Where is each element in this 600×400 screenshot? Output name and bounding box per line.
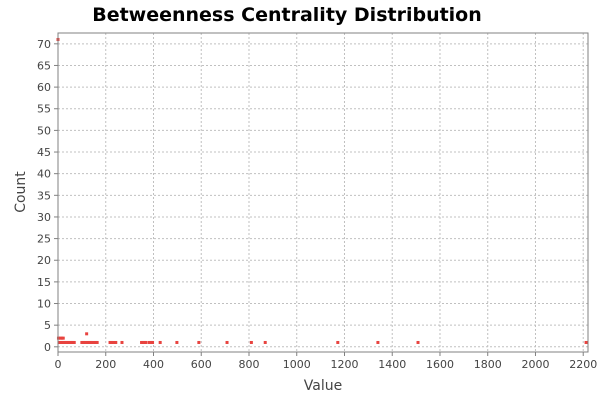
- y-tick-label: 70: [37, 38, 51, 51]
- data-point: [263, 340, 267, 344]
- x-axis-ticks: 0 200 400 600 800 1000 1200 1400 1600 1800 2000 220…: [55, 352, 597, 371]
- data-point: [92, 340, 96, 344]
- y-tick-label: 0: [44, 341, 51, 354]
- data-point: [85, 332, 89, 336]
- data-point: [376, 340, 380, 344]
- y-axis-ticks: 0 5 10 15 20 25 30 35 40 45 50 55 60 65 70: [37, 38, 58, 354]
- y-tick-label: 40: [37, 168, 51, 181]
- y-tick-label: 15: [37, 276, 51, 289]
- chart-title: Betweenness Centrality Distribution: [92, 4, 482, 26]
- data-point: [90, 340, 94, 344]
- y-tick-label: 5: [44, 319, 51, 332]
- x-tick-label: 1000: [283, 358, 311, 371]
- data-point: [147, 340, 151, 344]
- data-point: [109, 340, 113, 344]
- y-tick-label: 45: [37, 146, 51, 159]
- data-point: [175, 340, 179, 344]
- y-tick-label: 10: [37, 298, 51, 311]
- data-point: [120, 340, 124, 344]
- data-point: [95, 340, 99, 344]
- y-tick-label: 25: [37, 233, 51, 246]
- x-axis-label: Value: [304, 378, 342, 394]
- data-point: [249, 340, 253, 344]
- x-tick-label: 1800: [474, 358, 502, 371]
- x-tick-label: 0: [55, 358, 62, 371]
- data-point: [61, 336, 65, 340]
- x-tick-label: 600: [191, 358, 212, 371]
- x-tick-label: 1200: [330, 358, 358, 371]
- x-tick-label: 200: [95, 358, 116, 371]
- x-tick-label: 2200: [569, 358, 597, 371]
- data-point: [336, 340, 340, 344]
- data-point: [114, 340, 118, 344]
- y-axis-label: Count: [13, 171, 29, 213]
- plot-area: [58, 33, 588, 352]
- y-tick-label: 55: [37, 103, 51, 116]
- grid-lines: [57, 33, 588, 352]
- y-tick-label: 65: [37, 59, 51, 72]
- data-point: [144, 340, 148, 344]
- data-point: [151, 340, 155, 344]
- x-tick-label: 1600: [426, 358, 454, 371]
- data-point: [158, 340, 162, 344]
- plot-frame: [57, 32, 589, 353]
- y-tick-label: 20: [37, 254, 51, 267]
- y-tick-label: 35: [37, 189, 51, 202]
- data-point: [416, 340, 420, 344]
- x-tick-label: 2000: [521, 358, 549, 371]
- data-point: [584, 340, 588, 344]
- data-point: [197, 340, 201, 344]
- x-tick-label: 400: [143, 358, 164, 371]
- y-tick-label: 30: [37, 211, 51, 224]
- y-tick-label: 50: [37, 124, 51, 137]
- data-point: [72, 340, 76, 344]
- data-point: [225, 340, 229, 344]
- x-tick-label: 1400: [378, 358, 406, 371]
- y-tick-label: 60: [37, 81, 51, 94]
- x-tick-label: 800: [238, 358, 259, 371]
- data-point: [80, 340, 84, 344]
- data-point: [111, 340, 115, 344]
- data-point: [83, 340, 87, 344]
